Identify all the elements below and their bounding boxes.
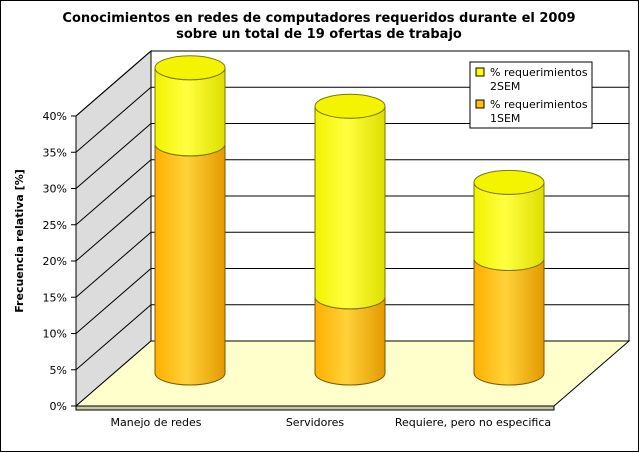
y-tick-label: 15%: [43, 291, 67, 304]
bar-cap: [154, 55, 226, 81]
bars-layer: [154, 55, 545, 386]
y-tick-label: 10%: [43, 328, 67, 341]
legend-label-1sem-line2: 1SEM: [490, 112, 520, 125]
legend-box: [469, 61, 593, 129]
legend-swatch-2sem: [475, 67, 485, 77]
legend-label-1sem-line1: % requerimientos: [490, 98, 588, 111]
bar-1sem: [314, 296, 386, 386]
bar-cap: [473, 169, 545, 195]
y-tick-label: 0%: [50, 400, 67, 413]
gridline-side: [75, 159, 152, 226]
chart-floor-edge: [75, 405, 555, 411]
bar-1sem: [473, 258, 545, 386]
y-tick-label: 40%: [43, 110, 67, 123]
chart-title-line1: Conocimientos en redes de computadores r…: [62, 11, 575, 26]
legend: % requerimientos 2SEM % requerimientos 1…: [469, 61, 593, 129]
gridline-side: [75, 304, 152, 371]
gridline-side: [75, 231, 152, 298]
x-category-label: Servidores: [286, 416, 345, 429]
bar-2sem: [154, 67, 226, 157]
bar-1sem: [154, 143, 226, 386]
legend-label-2sem-line1: % requerimientos: [490, 66, 588, 79]
y-tick-label: 5%: [50, 364, 67, 377]
gridline-side: [75, 195, 152, 262]
bar-cap: [314, 93, 386, 119]
x-axis-categories: Manejo de redes Servidores Requiere, pero …: [110, 416, 551, 429]
gridline-side: [75, 50, 152, 117]
y-axis-ticks: 0% 5% 10% 15% 20% 25% 30% 35% 40%: [43, 110, 76, 413]
y-tick-label: 25%: [43, 219, 67, 232]
gridline-side: [75, 123, 152, 189]
legend-swatch-1sem: [475, 99, 485, 109]
y-axis-label: Frecuencia relativa [%]: [13, 169, 26, 313]
bar-2sem: [314, 106, 386, 310]
x-category-label: Manejo de redes: [110, 416, 201, 429]
y-tick-label: 30%: [43, 183, 67, 196]
legend-label-2sem-line2: 2SEM: [490, 80, 520, 93]
y-tick-label: 20%: [43, 255, 67, 268]
gridline-side: [75, 86, 152, 153]
chart-title-line2: sobre un total de 19 ofertas de trabajo: [176, 27, 462, 42]
bar-2sem: [473, 182, 545, 271]
y-tick-label: 35%: [43, 146, 67, 159]
gridline-side: [75, 268, 152, 334]
x-category-label: Requiere, pero no especifica: [395, 416, 551, 429]
